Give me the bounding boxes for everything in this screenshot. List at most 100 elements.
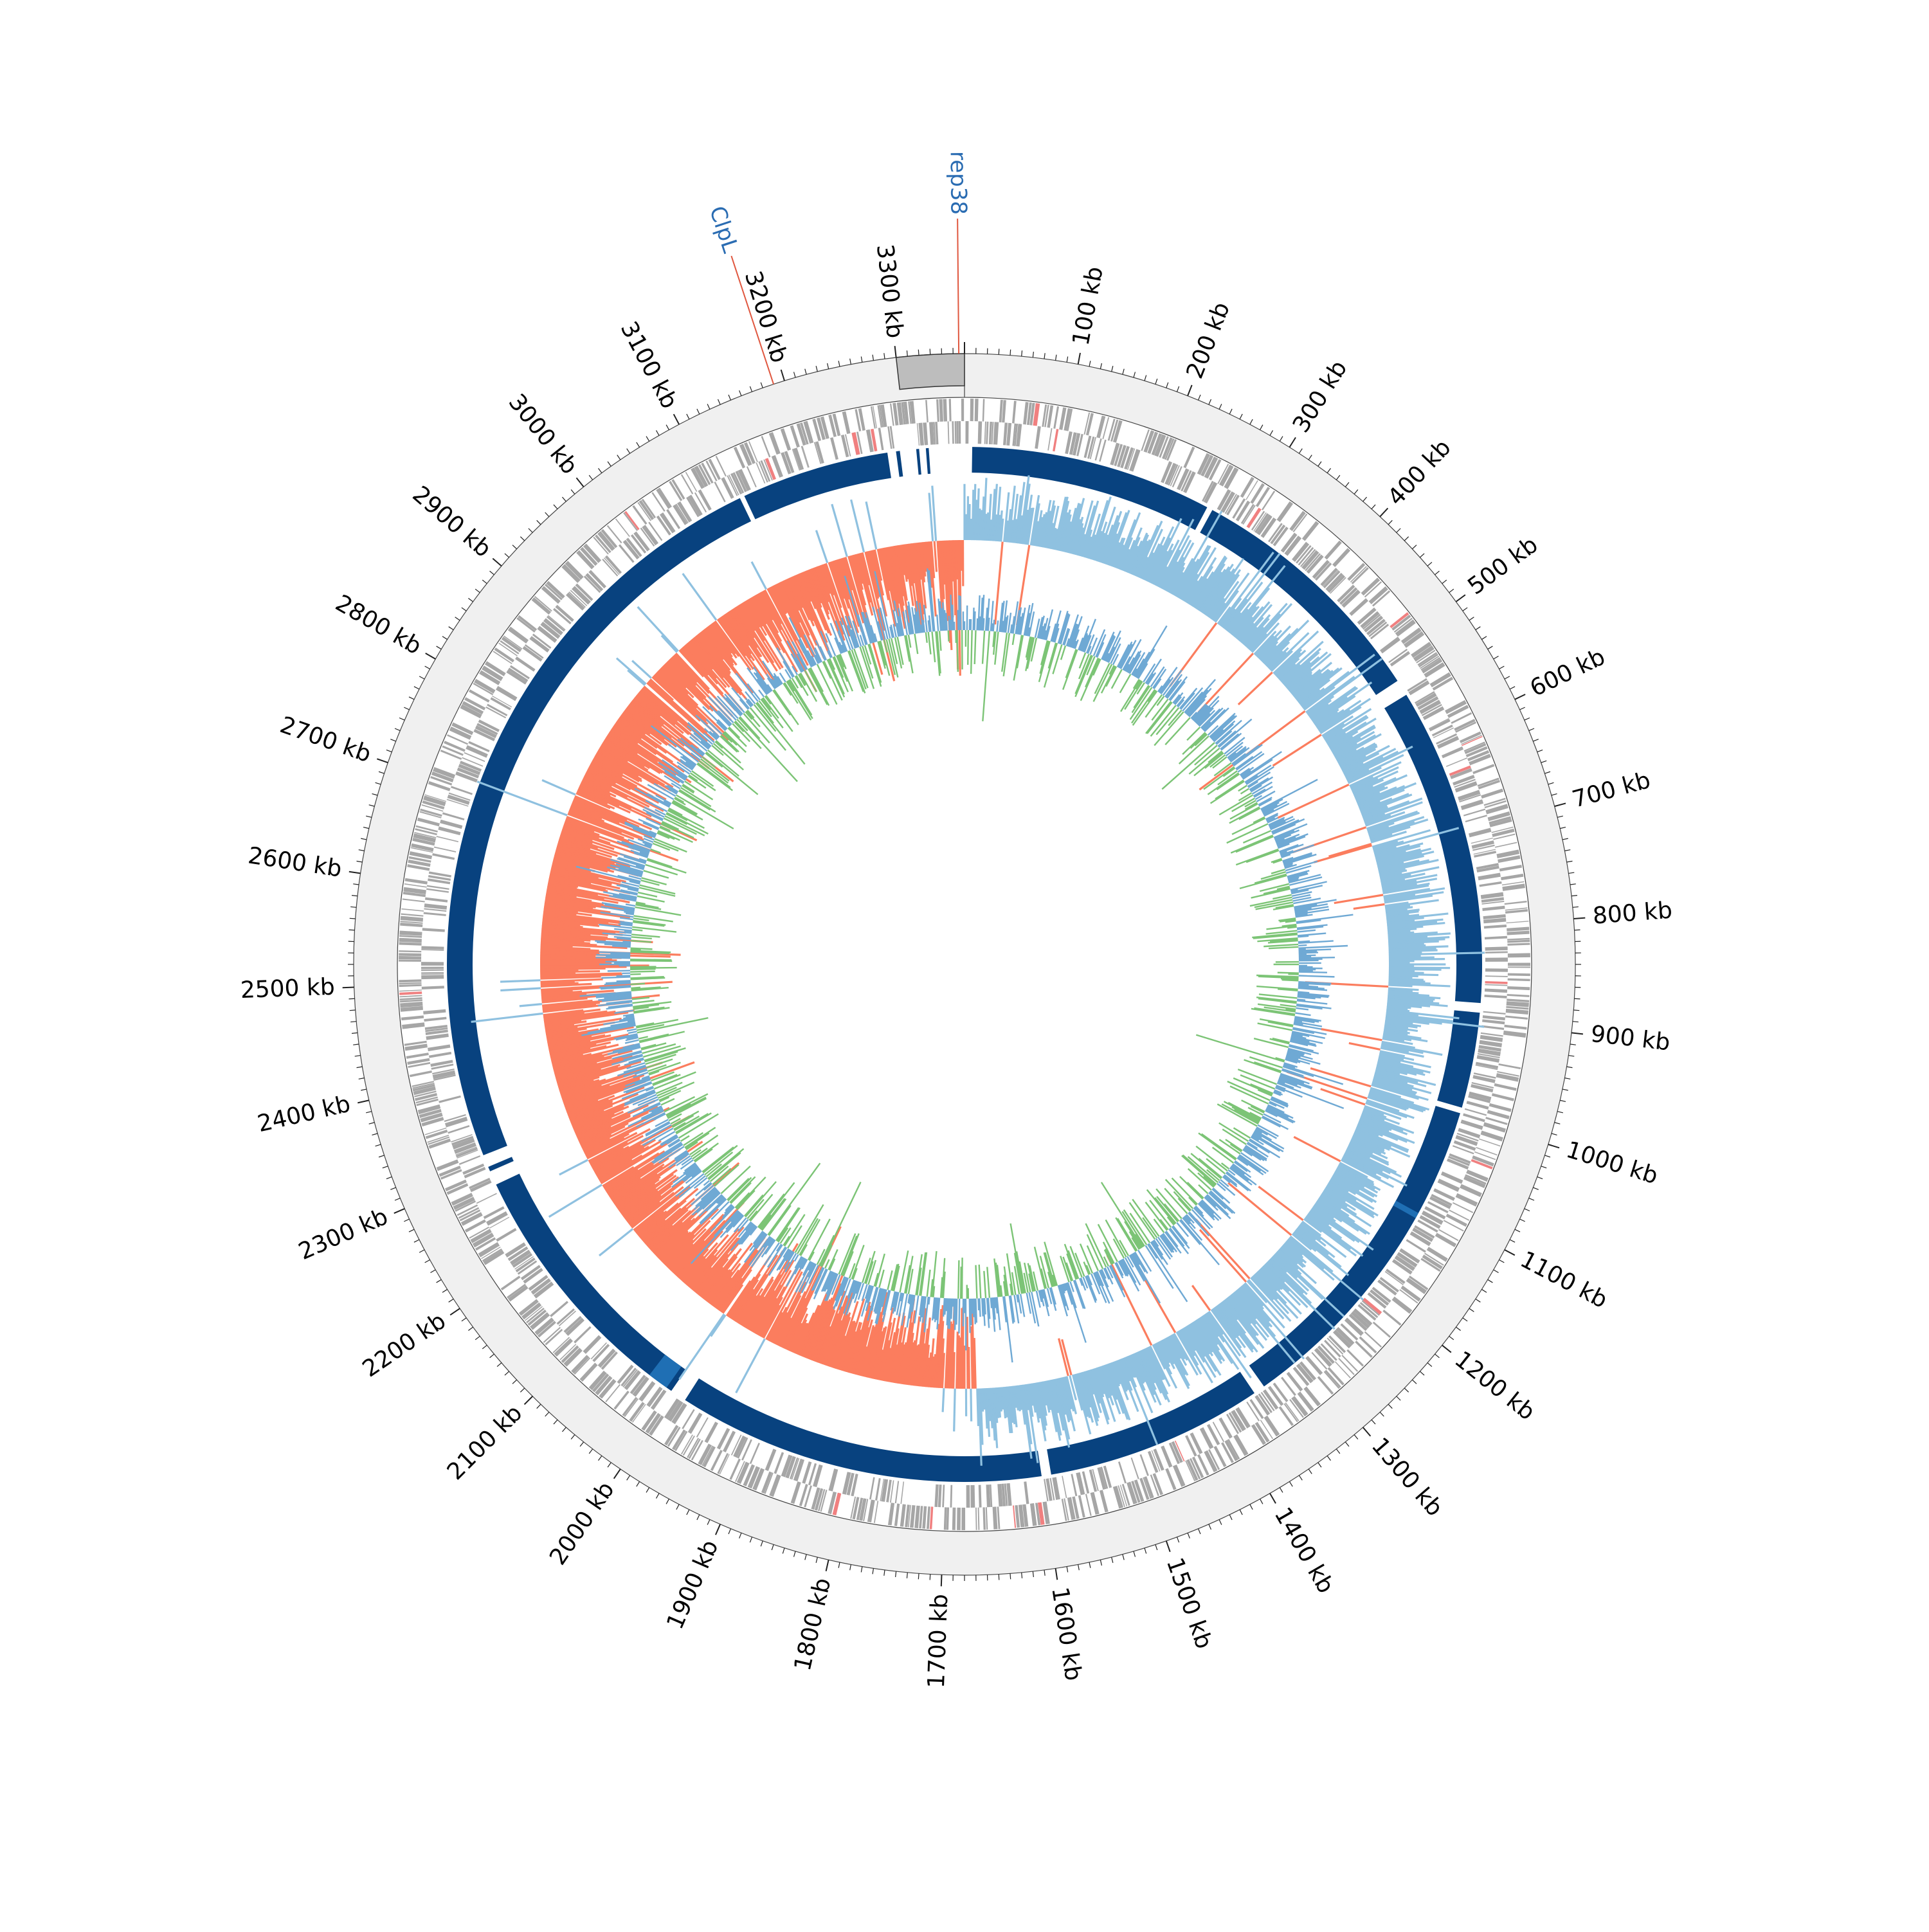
cds-feature [1498, 1063, 1521, 1069]
cds-feature [401, 913, 423, 916]
gc-skew-bar [1334, 895, 1383, 903]
cds-feature [720, 1454, 730, 1474]
cds-feature [1482, 906, 1505, 911]
gc-content-bar [810, 668, 829, 705]
minor-tick [1573, 1010, 1579, 1011]
gc-content-bar [627, 1029, 637, 1031]
cds-feature [410, 1070, 432, 1077]
minor-tick [1397, 528, 1400, 532]
cds-feature [1118, 1461, 1127, 1483]
minor-tick [1488, 646, 1493, 649]
cds-feature [943, 399, 947, 421]
minor-tick [562, 1427, 566, 1432]
gc-skew-bar [1314, 845, 1372, 862]
gc-content-bar [852, 1245, 864, 1279]
gc-content-bar [1075, 655, 1091, 694]
tick-label: 1200 kb [1449, 1346, 1539, 1426]
cds-feature [1139, 1454, 1148, 1476]
cds-feature [978, 1508, 980, 1530]
major-tick [1188, 385, 1192, 396]
cds-feature [422, 928, 445, 932]
minor-tick [554, 505, 557, 509]
minor-tick [794, 372, 795, 377]
tick-label: 600 kb [1526, 644, 1609, 702]
major-tick [1456, 595, 1465, 602]
gc-skew-bar [1389, 950, 1438, 952]
minor-tick [1567, 861, 1573, 862]
gc-skew-bar [500, 980, 540, 982]
gc-content-bar [952, 605, 953, 631]
minor-tick [1537, 1177, 1543, 1178]
minor-tick [1010, 1573, 1011, 1579]
minor-tick [599, 1456, 602, 1460]
cds-feature [399, 984, 422, 987]
gc-content-bar [642, 1125, 671, 1141]
cds-feature [774, 1452, 784, 1474]
minor-tick [1519, 1219, 1525, 1222]
cds-feature [1485, 936, 1507, 939]
cds-feature [1161, 1445, 1172, 1467]
gc-content-bar [852, 649, 866, 689]
gc-content-bar [927, 1270, 930, 1297]
gc-content-bar [1236, 836, 1273, 852]
gc-content-bar [1049, 643, 1056, 669]
gc-skew-bar [599, 1229, 633, 1256]
major-tick [1166, 1541, 1170, 1552]
minor-tick [359, 850, 365, 851]
tick-label: 2900 kb [408, 481, 496, 563]
gc-content-bar [1299, 959, 1323, 960]
minor-tick [1481, 636, 1487, 640]
tick-label: 1400 kb [1269, 1503, 1339, 1598]
cds-feature [417, 818, 440, 827]
gc-content-bar [808, 669, 827, 705]
minor-tick [1327, 468, 1330, 473]
gc-content-bar [645, 1052, 678, 1062]
gc-content-bar [1239, 808, 1260, 819]
minor-tick [1388, 1404, 1392, 1408]
cds-feature [1485, 946, 1508, 951]
cds-feature [986, 1507, 988, 1530]
cds-feature [1392, 1297, 1413, 1314]
cds-feature [459, 1155, 480, 1165]
cds-feature [1373, 1322, 1391, 1338]
gc-content-bar [756, 703, 805, 764]
minor-tick [1494, 656, 1499, 660]
tick-label: 2400 kb [255, 1091, 353, 1138]
minor-tick [666, 425, 669, 430]
major-tick [674, 414, 679, 424]
cds-feature [1506, 1009, 1528, 1015]
gc-content-bar [620, 917, 633, 919]
gc-skew-bar [1278, 784, 1349, 818]
gc-content-bar [666, 1094, 708, 1115]
major-tick [1380, 508, 1388, 516]
minor-tick [414, 1240, 419, 1242]
minor-tick [1123, 1555, 1124, 1560]
gc-content-bar [1298, 934, 1326, 936]
tick-label: 1300 kb [1366, 1432, 1448, 1521]
tick-label: 800 kb [1592, 898, 1674, 930]
minor-tick [1555, 1123, 1561, 1124]
minor-tick [729, 1529, 730, 1534]
minor-tick [512, 1380, 517, 1384]
cds-feature [1091, 1492, 1100, 1515]
cds-feature [421, 967, 444, 970]
major-tick [576, 478, 583, 487]
cds-feature [1359, 1337, 1377, 1354]
cds-feature [1131, 1458, 1139, 1479]
minor-tick [1219, 404, 1222, 409]
cds-feature [1507, 986, 1530, 990]
major-tick [358, 1100, 369, 1103]
cds-feature [934, 1485, 938, 1507]
minor-tick [349, 998, 355, 999]
cds-feature [1173, 1465, 1186, 1487]
cds-feature [1483, 1011, 1506, 1015]
cds-feature [1481, 788, 1503, 799]
gc-skew-bar [683, 573, 716, 620]
gc-content-bar [641, 1043, 666, 1049]
minor-tick [430, 1270, 435, 1273]
cds-feature [878, 428, 884, 450]
gc-skew-bar [736, 1339, 765, 1393]
gc-content-bar [1298, 949, 1305, 950]
tick-label: 1800 kb [790, 1576, 837, 1674]
